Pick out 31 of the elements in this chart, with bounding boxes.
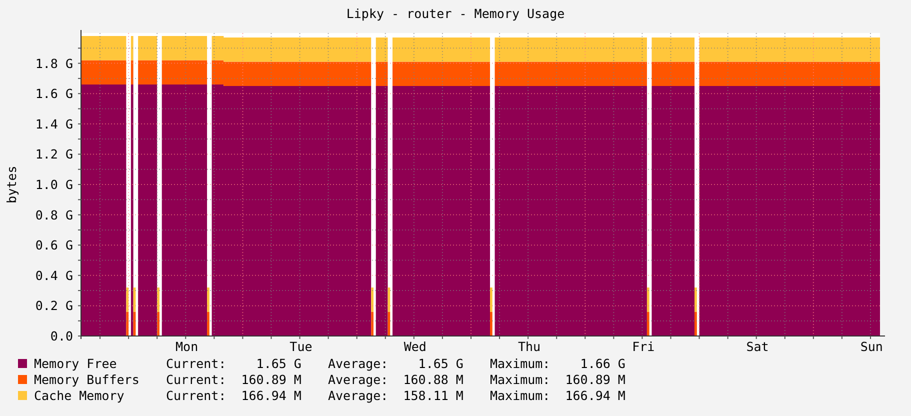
text: Maximum: 166.94 M <box>490 388 626 403</box>
x-tick-label: Sat <box>746 339 769 354</box>
y-tick-label: 1.4 G <box>35 116 73 132</box>
y-axis-title: bytes <box>4 166 19 204</box>
x-tick-label: Mon <box>176 339 198 354</box>
y-tick-label: 0.6 G <box>35 238 73 253</box>
text: Maximum: 160.89 M <box>490 372 626 387</box>
x-tick-label: Tue <box>290 339 312 354</box>
y-tick-label: 1.2 G <box>35 146 73 162</box>
chart-title: Lipky - router - Memory Usage <box>346 6 565 21</box>
x-tick-label: Fri <box>632 339 655 354</box>
text: Average: 160.88 M <box>328 372 464 387</box>
y-tick-label: 0.0 <box>50 328 73 344</box>
y-tick-label: 1.6 G <box>35 86 73 102</box>
text: Maximum: 1.66 G <box>490 356 626 371</box>
text: Current: 1.65 G <box>166 356 302 371</box>
legend-label: Memory Buffers <box>34 372 140 387</box>
legend-label: Memory Free <box>34 356 117 371</box>
x-tick-label: Wed <box>404 339 426 354</box>
y-tick-label: 1.8 G <box>35 56 73 71</box>
x-tick-label: Sun <box>860 339 883 354</box>
y-tick-label: 0.2 G <box>35 298 73 314</box>
text: Average: 1.65 G <box>328 356 464 371</box>
y-tick-label: 0.8 G <box>35 207 73 222</box>
y-tick-label: 1.0 G <box>35 177 73 192</box>
text: Current: 166.94 M <box>166 388 302 403</box>
y-tick-label: 0.4 G <box>35 268 73 283</box>
x-tick-label: Thu <box>518 339 541 354</box>
text: Average: 158.11 M <box>328 388 464 403</box>
legend-label: Cache Memory <box>34 388 125 403</box>
text: Current: 160.89 M <box>166 372 302 387</box>
